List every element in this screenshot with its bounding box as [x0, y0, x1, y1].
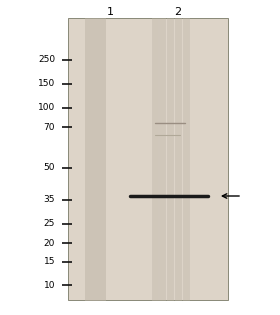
Text: 35: 35 — [43, 196, 55, 204]
Text: 50: 50 — [43, 163, 55, 173]
Bar — [68, 18, 228, 300]
Text: 25: 25 — [44, 220, 55, 228]
Text: 100: 100 — [38, 104, 55, 112]
Text: 1: 1 — [106, 7, 113, 17]
Text: 20: 20 — [44, 238, 55, 248]
Text: 10: 10 — [43, 280, 55, 289]
Text: 2: 2 — [174, 7, 181, 17]
Text: 250: 250 — [38, 55, 55, 65]
Text: 70: 70 — [43, 123, 55, 131]
Text: 150: 150 — [38, 79, 55, 89]
Text: 15: 15 — [43, 257, 55, 266]
